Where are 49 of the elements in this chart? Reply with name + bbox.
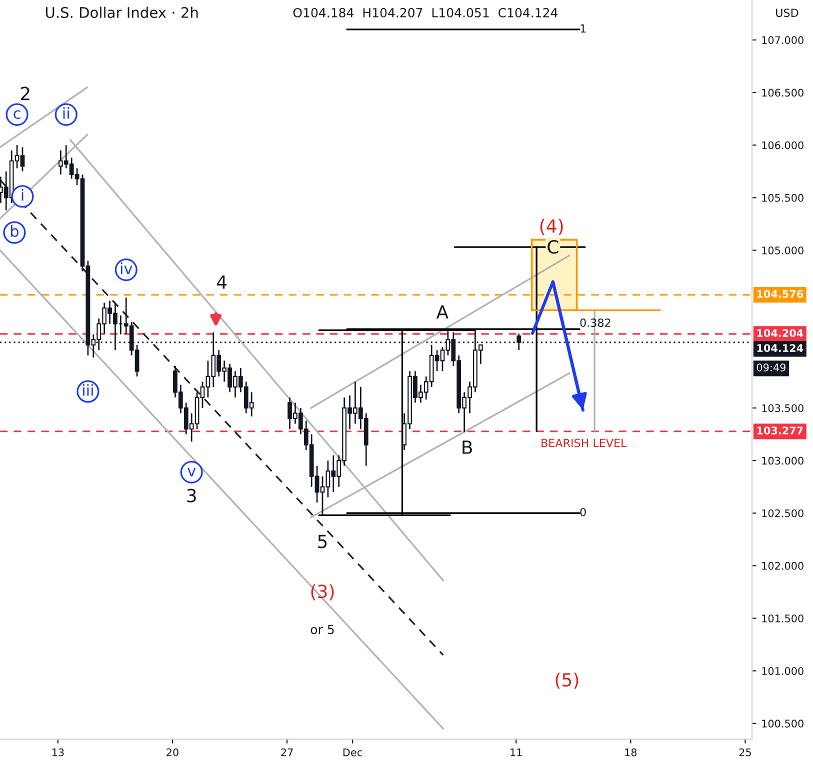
- chart-title: U.S. Dollar Index · 2h: [46, 6, 198, 18]
- annotation: A: [436, 305, 448, 318]
- x-tick-label: 20: [166, 748, 178, 756]
- y-tick-label: 101.500: [762, 614, 804, 622]
- annotation: 5: [318, 534, 327, 548]
- x-tick-label: 11: [510, 748, 522, 756]
- y-tick-label: 105.500: [762, 194, 804, 202]
- annotation: (5): [556, 672, 578, 689]
- annotation: or 5: [310, 624, 334, 634]
- y-tick-label: 103.500: [762, 404, 804, 412]
- annotation: ii: [63, 107, 69, 119]
- annotation: iii: [83, 384, 93, 396]
- x-tick-label: 18: [625, 748, 637, 756]
- annotation: 3: [187, 488, 196, 502]
- x-tick-label: 27: [281, 748, 293, 756]
- y-tick-label: 103.000: [762, 456, 804, 465]
- annotation: c: [14, 110, 20, 119]
- ref-line-label: 103.277: [757, 426, 803, 434]
- annotation: BEARISH LEVEL: [542, 438, 627, 448]
- x-tick-label: 13: [52, 748, 64, 756]
- annotation: v: [188, 468, 196, 476]
- annotation: 4: [216, 275, 226, 289]
- y-tick-label: 102.000: [762, 562, 804, 570]
- y-tick-label: 102.500: [762, 509, 804, 518]
- annotation: 0: [580, 508, 586, 516]
- ref-line-label: 104.204: [757, 329, 804, 337]
- y-tick-label: 101.000: [762, 667, 804, 675]
- annotation: (3): [311, 584, 334, 600]
- annotation: 0.382: [580, 318, 610, 327]
- annotation: i: [22, 189, 24, 201]
- y-tick-label: 107.000: [762, 36, 804, 44]
- ref-line-label: 104.124: [757, 344, 804, 352]
- text: 09:49: [756, 364, 786, 372]
- text: O104.184 H104.207 L104.051 C104.124: [293, 8, 558, 18]
- ref-line-label: 104.576: [757, 290, 804, 298]
- annotation: (4): [540, 218, 563, 236]
- y-tick-label: 105.000: [762, 246, 804, 254]
- annotation: iv: [120, 262, 132, 274]
- y-tick-label: 106.000: [762, 141, 804, 150]
- annotation: B: [462, 440, 472, 454]
- x-tick-label: Dec: [343, 748, 362, 756]
- annotation: C: [548, 240, 558, 254]
- y-tick-label: 100.500: [762, 720, 804, 728]
- annotation: b: [11, 225, 18, 237]
- annotation: 2: [20, 86, 30, 100]
- annotation: 1: [580, 24, 586, 33]
- x-tick-label: 25: [739, 748, 751, 756]
- text: USD: [776, 8, 798, 18]
- y-tick-label: 106.500: [762, 88, 804, 97]
